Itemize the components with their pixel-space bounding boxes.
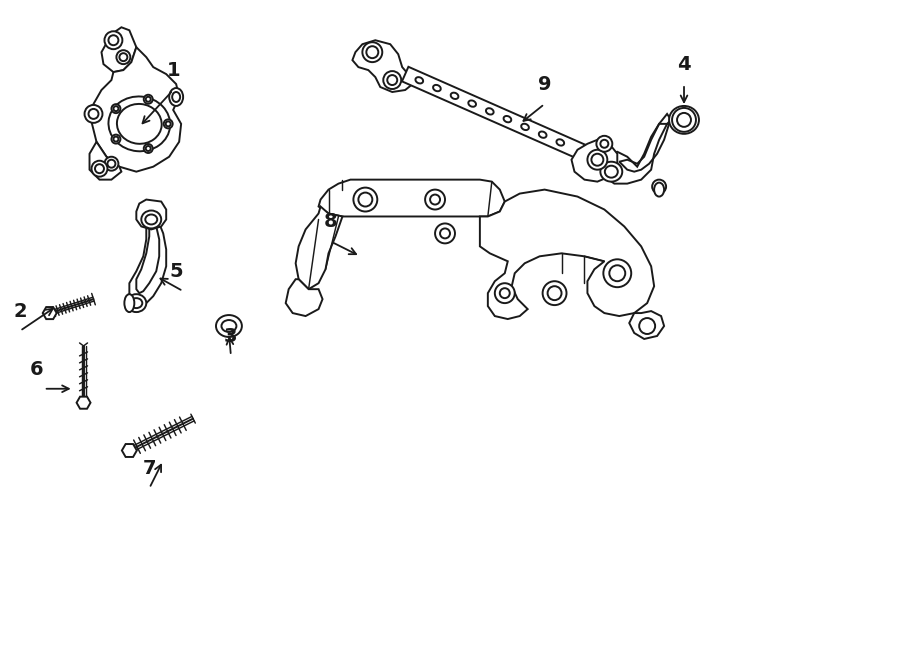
Circle shape — [495, 283, 515, 303]
Text: 9: 9 — [538, 75, 552, 94]
Circle shape — [425, 190, 445, 210]
Circle shape — [440, 229, 450, 239]
Circle shape — [116, 50, 130, 64]
Ellipse shape — [433, 85, 441, 91]
Ellipse shape — [416, 77, 423, 83]
Ellipse shape — [141, 210, 161, 229]
Polygon shape — [76, 397, 91, 408]
Circle shape — [677, 113, 691, 127]
Ellipse shape — [109, 97, 170, 151]
Circle shape — [588, 150, 608, 170]
Polygon shape — [89, 142, 122, 180]
Ellipse shape — [124, 294, 134, 312]
Circle shape — [146, 97, 150, 102]
Ellipse shape — [539, 132, 546, 138]
Circle shape — [120, 53, 128, 61]
Circle shape — [112, 104, 121, 113]
Polygon shape — [572, 140, 617, 182]
Circle shape — [672, 108, 696, 132]
Circle shape — [107, 160, 115, 168]
Text: 5: 5 — [169, 262, 183, 281]
Ellipse shape — [117, 104, 162, 144]
Polygon shape — [599, 114, 671, 184]
Polygon shape — [122, 444, 137, 457]
Text: 4: 4 — [677, 55, 691, 74]
Text: 8: 8 — [324, 212, 338, 231]
Ellipse shape — [126, 294, 147, 312]
Circle shape — [144, 144, 153, 153]
Polygon shape — [130, 219, 166, 306]
Circle shape — [597, 136, 612, 152]
Polygon shape — [296, 206, 343, 289]
Ellipse shape — [504, 116, 511, 122]
Text: 6: 6 — [30, 360, 44, 379]
Circle shape — [88, 109, 98, 119]
Circle shape — [591, 154, 603, 166]
Ellipse shape — [169, 88, 183, 106]
Ellipse shape — [605, 166, 617, 178]
Circle shape — [108, 35, 119, 45]
Circle shape — [500, 288, 509, 298]
Circle shape — [652, 180, 666, 194]
Circle shape — [600, 140, 608, 148]
Ellipse shape — [216, 315, 242, 337]
Ellipse shape — [221, 320, 237, 332]
Circle shape — [609, 265, 626, 281]
Circle shape — [603, 259, 631, 287]
Circle shape — [95, 164, 104, 173]
Circle shape — [104, 157, 119, 171]
Circle shape — [164, 120, 173, 128]
Text: 2: 2 — [13, 302, 27, 321]
Ellipse shape — [556, 139, 564, 145]
Circle shape — [85, 105, 103, 123]
Ellipse shape — [654, 182, 664, 196]
Circle shape — [547, 286, 562, 300]
Polygon shape — [402, 67, 585, 159]
Circle shape — [113, 137, 119, 141]
Circle shape — [363, 42, 382, 62]
Polygon shape — [285, 279, 322, 316]
Circle shape — [358, 192, 373, 206]
Polygon shape — [353, 40, 415, 92]
Ellipse shape — [451, 93, 458, 99]
Polygon shape — [319, 180, 505, 217]
Polygon shape — [102, 27, 136, 72]
Text: 1: 1 — [166, 61, 180, 80]
Ellipse shape — [600, 162, 622, 182]
Circle shape — [387, 75, 397, 85]
Circle shape — [543, 281, 566, 305]
Polygon shape — [629, 311, 664, 339]
Circle shape — [366, 46, 378, 58]
Circle shape — [144, 95, 153, 104]
Circle shape — [112, 135, 121, 143]
Circle shape — [166, 122, 171, 126]
Text: 7: 7 — [142, 459, 156, 479]
Circle shape — [354, 188, 377, 212]
Polygon shape — [92, 47, 181, 172]
Polygon shape — [42, 307, 57, 319]
Ellipse shape — [521, 124, 529, 130]
Circle shape — [430, 194, 440, 204]
Circle shape — [639, 318, 655, 334]
Circle shape — [104, 31, 122, 49]
Circle shape — [383, 71, 401, 89]
Circle shape — [92, 161, 107, 176]
Text: 3: 3 — [224, 327, 238, 346]
Circle shape — [435, 223, 455, 243]
Ellipse shape — [145, 214, 158, 225]
Ellipse shape — [468, 100, 476, 107]
Ellipse shape — [669, 106, 699, 134]
Ellipse shape — [486, 108, 493, 114]
Circle shape — [113, 106, 119, 111]
Ellipse shape — [130, 298, 142, 308]
Circle shape — [146, 146, 150, 151]
Polygon shape — [480, 190, 654, 319]
Polygon shape — [136, 200, 166, 229]
Ellipse shape — [172, 92, 180, 102]
